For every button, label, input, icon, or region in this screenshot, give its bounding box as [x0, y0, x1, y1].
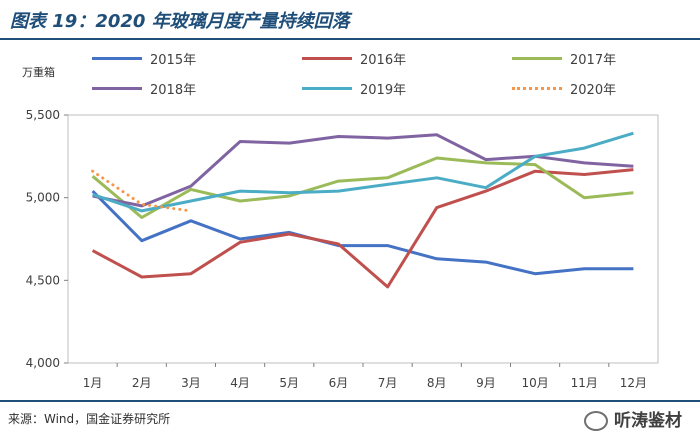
legend-label-2016: 2016年 [360, 53, 407, 68]
chart-title: 图表 19：2020 年玻璃月度产量持续回落 [10, 11, 350, 32]
legend-swatch-2018 [92, 87, 142, 90]
x-tick-label: 2月 [132, 376, 152, 390]
x-tick-label: 8月 [427, 376, 447, 390]
x-tick-label: 9月 [476, 376, 496, 390]
series-line-2015 [91, 190, 634, 276]
legend-swatch-2017 [512, 57, 562, 60]
legend-swatch-2015 [92, 57, 142, 60]
watermark: 听涛鉴材 [584, 406, 682, 431]
y-axis-unit: 万重箱 [22, 66, 55, 79]
legend-label-2018: 2018年 [150, 83, 197, 98]
x-tick-label: 11月 [571, 376, 598, 390]
wechat-icon [584, 411, 608, 431]
x-tick-label: 3月 [181, 376, 201, 390]
x-tick-label: 6月 [329, 376, 349, 390]
x-tick-label: 1月 [83, 376, 103, 390]
legend-swatch-2019 [302, 87, 352, 90]
legend-swatch-2020 [512, 87, 562, 90]
footer: 来源：Wind，国金证券研究所 听涛鉴材 [0, 400, 700, 434]
series-line-2019 [92, 131, 634, 213]
title-bar: 图表 19：2020 年玻璃月度产量持续回落 [0, 0, 700, 40]
legend-swatch-2016 [302, 57, 352, 60]
series-line-2020 [91, 169, 193, 213]
series-line-2017 [91, 156, 634, 219]
legend-label-2019: 2019年 [360, 83, 407, 98]
line-chart: 4,000 4,500 5,000 5,500 1月 2月 3月 4月 5月 6月 7月 8月 9月 10… [26, 108, 659, 390]
x-tick-label: 10月 [521, 376, 548, 390]
legend-label-2020: 2020年 [570, 83, 617, 98]
legend-label-2017: 2017年 [570, 53, 617, 68]
y-tick-label: 5,000 [26, 191, 60, 205]
chart-legend: 2015年 2016年 2017年 2018年 2019年 2020年 [0, 48, 700, 108]
legend-label-2015: 2015年 [150, 53, 197, 68]
y-tick-label: 4,500 [26, 273, 60, 287]
y-tick-label: 5,500 [26, 108, 60, 122]
series-line-2018 [92, 133, 634, 208]
y-tick-label: 4,000 [26, 356, 60, 370]
x-tick-label: 4月 [230, 376, 250, 390]
x-tick-label: 7月 [378, 376, 398, 390]
x-tick-label: 5月 [279, 376, 299, 390]
x-tick-label: 12月 [620, 376, 647, 390]
watermark-text: 听涛鉴材 [614, 411, 682, 431]
source-note: 来源：Wind，国金证券研究所 [8, 412, 171, 426]
plot-area-border [67, 114, 659, 364]
